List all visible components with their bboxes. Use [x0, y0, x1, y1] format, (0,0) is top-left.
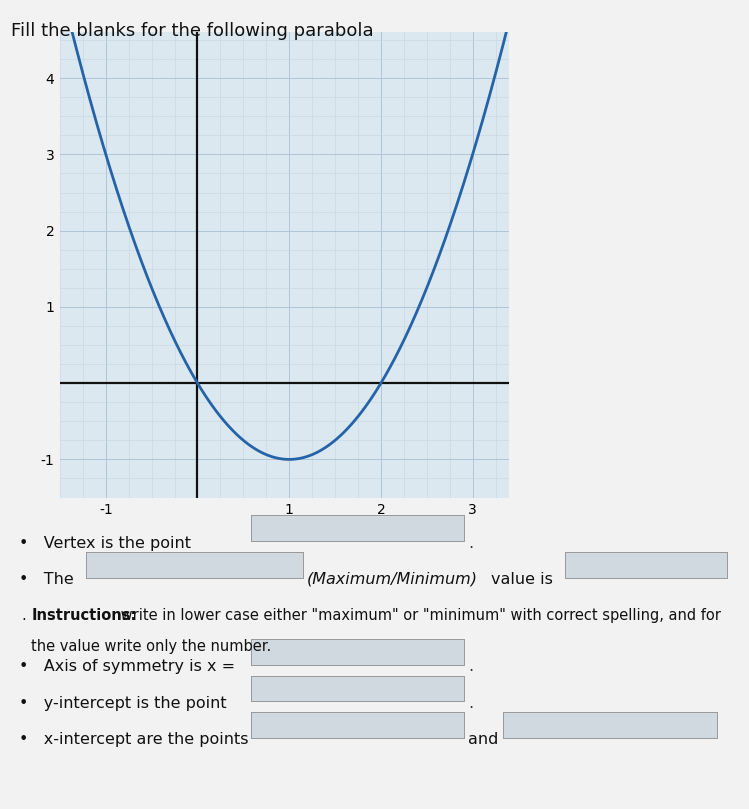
Text: (Maximum/Minimum): (Maximum/Minimum)	[307, 572, 478, 587]
Text: value is: value is	[491, 572, 553, 587]
Text: the value write only the number.: the value write only the number.	[31, 639, 272, 654]
Text: .: .	[468, 659, 473, 675]
Text: •   Axis of symmetry is x =: • Axis of symmetry is x =	[19, 659, 235, 675]
Text: •   x-intercept are the points: • x-intercept are the points	[19, 732, 248, 748]
Text: .: .	[468, 696, 473, 711]
Text: and: and	[468, 732, 499, 748]
Text: •   y-intercept is the point: • y-intercept is the point	[19, 696, 226, 711]
Text: write in lower case either "maximum" or "minimum" with correct spelling, and for: write in lower case either "maximum" or …	[116, 608, 721, 624]
Text: Instructions:: Instructions:	[31, 608, 137, 624]
Text: .: .	[468, 536, 473, 551]
Text: •   The: • The	[19, 572, 73, 587]
Text: •   Vertex is the point: • Vertex is the point	[19, 536, 191, 551]
Text: .: .	[22, 608, 32, 624]
Text: Fill the blanks for the following parabola: Fill the blanks for the following parabo…	[11, 22, 374, 40]
